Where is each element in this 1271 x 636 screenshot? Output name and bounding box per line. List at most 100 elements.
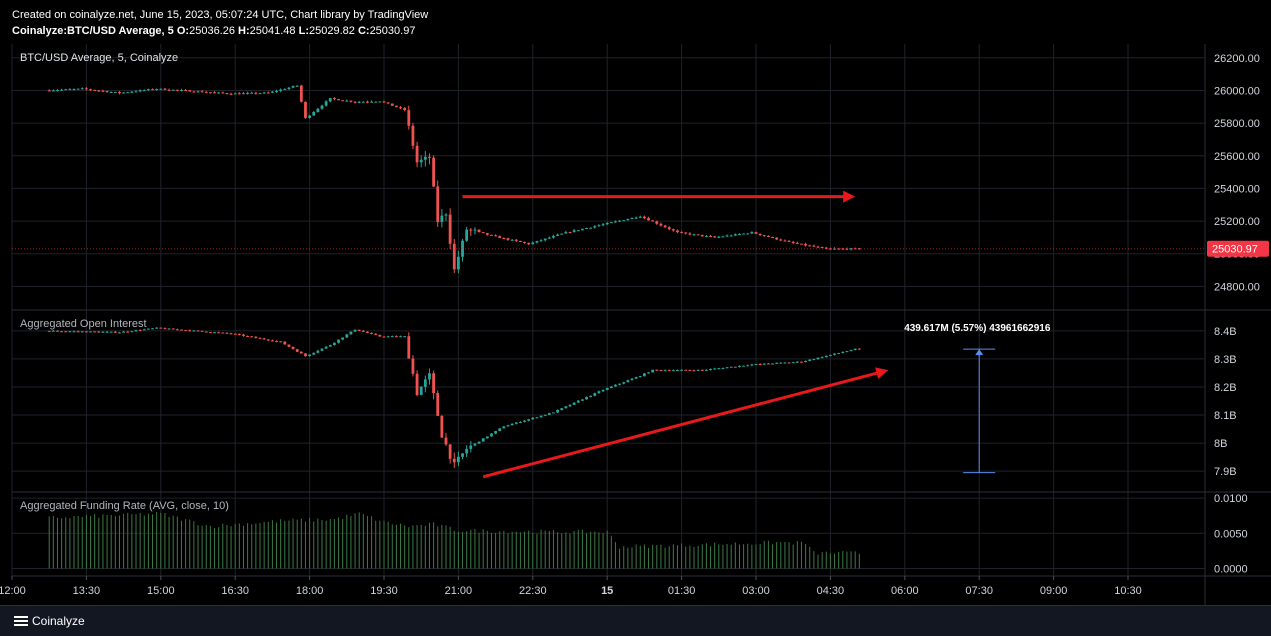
oi-candle [56, 330, 59, 332]
brand-label: Coinalyze [32, 614, 85, 628]
price-candle [262, 92, 266, 94]
oi-candle [47, 330, 51, 332]
price-candle [630, 217, 634, 220]
price-candle [411, 125, 415, 146]
oi-candle [733, 366, 737, 368]
price-candle [419, 159, 423, 163]
price-candle [353, 101, 357, 103]
price-candle [68, 89, 72, 91]
oi-candle [180, 329, 183, 331]
price-candle [531, 242, 535, 245]
oi-candle [775, 362, 779, 364]
price-candle [341, 100, 345, 102]
price-candle [568, 232, 572, 234]
oi-candle [444, 437, 448, 445]
price-candle [126, 92, 130, 94]
oi-candle [767, 363, 770, 365]
oi-candle [200, 330, 204, 332]
price-candle [109, 91, 113, 93]
price-candle [386, 102, 390, 104]
price-candle [762, 235, 766, 237]
oi-candle [816, 357, 820, 360]
oi-candle [101, 331, 105, 333]
price-candle [432, 157, 435, 187]
oi-candle [415, 373, 419, 396]
oi-candle [242, 334, 245, 336]
price-candle [543, 238, 547, 241]
price-candle [72, 88, 76, 90]
price-candle [399, 107, 402, 109]
oi-candle [237, 334, 241, 336]
price-candle [80, 88, 84, 90]
oi-candle [771, 363, 774, 365]
price-candle [320, 105, 324, 109]
price-candle [295, 85, 299, 87]
price-candle [366, 101, 369, 103]
oi-candle [820, 357, 824, 359]
y-tick-label: 0.0000 [1214, 563, 1248, 575]
oi-candle [171, 328, 175, 330]
diagonal-trend-arrow[interactable] [482, 371, 878, 479]
oi-candle [122, 331, 125, 333]
oi-candle [333, 342, 336, 346]
price-candle [791, 241, 795, 243]
oi-candle [527, 419, 531, 421]
price-candle [816, 246, 820, 248]
oi-candle [552, 412, 555, 414]
oi-candle [849, 350, 853, 352]
oi-candle [419, 386, 423, 396]
chart-header: Created on coinalyze.net, June 15, 2023,… [0, 0, 1271, 44]
price-candle [725, 235, 729, 237]
y-tick-label: 8B [1214, 438, 1227, 450]
price-candle [221, 92, 225, 94]
price-candle [370, 101, 373, 103]
x-tick-label: 22:30 [519, 585, 547, 597]
price-candle [130, 91, 134, 93]
price-candle [97, 90, 101, 92]
price-candle [171, 89, 175, 91]
price-candle [696, 234, 700, 236]
oi-candle [754, 363, 758, 365]
price-candle [283, 89, 287, 91]
oi-candle [485, 436, 489, 439]
footer-bar: Coinalyze [0, 605, 1271, 636]
price-candle [477, 229, 481, 233]
coinalyze-logo[interactable]: Coinalyze [14, 614, 85, 628]
price-candle [275, 91, 278, 93]
price-candle [76, 88, 80, 90]
chart-canvas[interactable]: 24800.0025000.0025200.0025400.0025600.00… [0, 44, 1271, 605]
oi-candle [324, 346, 328, 349]
oi-candle [663, 370, 667, 372]
pane-title: BTC/USD Average, 5, Coinalyze [20, 52, 178, 64]
price-candle [717, 236, 721, 238]
price-candle [609, 222, 613, 224]
oi-candle [275, 341, 278, 343]
oi-candle [64, 331, 68, 333]
y-tick-label: 25600.00 [1214, 151, 1260, 163]
oi-candle [328, 345, 332, 347]
price-candle [448, 214, 452, 244]
oi-candle [725, 367, 729, 369]
oi-candle [138, 330, 142, 332]
ohlc-low: 25029.82 [309, 25, 355, 37]
price-candle [742, 233, 745, 235]
price-candle [271, 91, 274, 93]
oi-candle [783, 362, 787, 364]
oi-candle [192, 330, 196, 332]
oi-candle [378, 334, 382, 337]
oi-candle [266, 339, 270, 341]
oi-candle [345, 334, 349, 338]
oi-candle [279, 341, 283, 343]
oi-candle [502, 426, 506, 429]
arrow-head [843, 190, 856, 203]
oi-candle [134, 330, 138, 332]
oi-candle [97, 331, 101, 333]
price-candle [324, 101, 328, 106]
price-candle [316, 108, 320, 113]
price-candle [279, 89, 283, 92]
oi-candle [130, 331, 134, 333]
price-candle [374, 101, 378, 103]
price-candle [225, 93, 229, 95]
oi-candle [543, 414, 547, 416]
price-candle [312, 112, 316, 116]
